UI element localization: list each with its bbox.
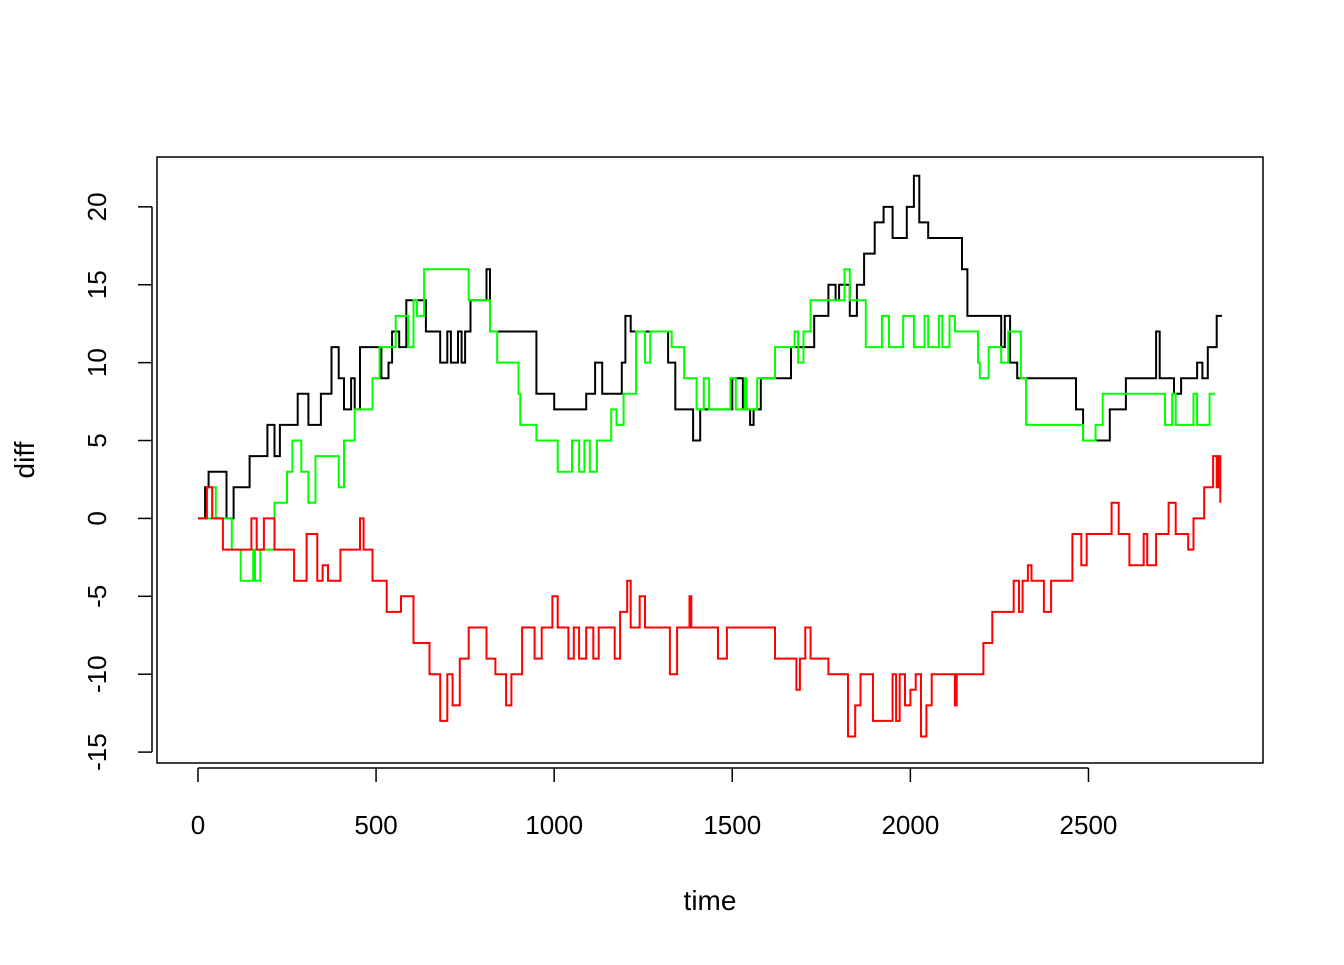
y-tick-label: -10 [82,655,112,693]
x-tick-label: 500 [354,810,397,840]
y-tick-label: -5 [82,585,112,608]
x-axis-title: time [684,885,737,916]
x-tick-label: 2500 [1060,810,1118,840]
series-line-1 [198,174,1222,520]
x-axis: 0 500 1000 1500 2000 2500 [191,767,1118,840]
y-axis: -15 -10 -5 0 5 10 15 20 [82,192,153,771]
y-tick-label: 20 [82,192,112,221]
x-tick-label: 0 [191,810,205,840]
y-tick-label: -15 [82,733,112,771]
x-tick-label: 2000 [881,810,939,840]
series-line-3 [198,455,1222,738]
y-tick-label: 15 [82,270,112,299]
series-line-2 [198,268,1215,582]
y-tick-label: 10 [82,348,112,377]
x-tick-label: 1500 [703,810,761,840]
y-tick-label: 5 [82,433,112,447]
y-tick-label: 0 [82,511,112,525]
y-axis-title: diff [9,441,40,478]
series-layer [198,174,1222,738]
plot-frame [156,156,1264,764]
x-tick-label: 1000 [525,810,583,840]
